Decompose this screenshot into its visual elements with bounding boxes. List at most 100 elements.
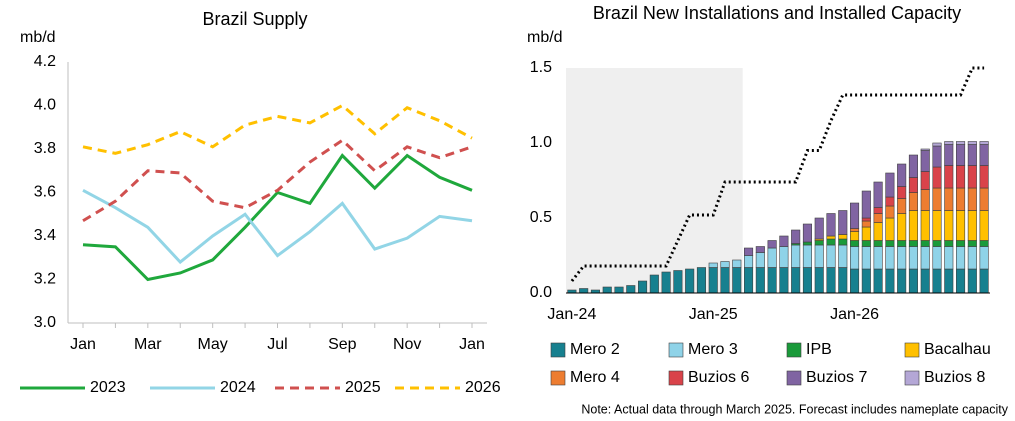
- bar-segment: [814, 244, 824, 268]
- x-tick-label: Jan-24: [547, 306, 596, 323]
- bar-segment: [744, 255, 754, 268]
- bar-segment: [779, 246, 789, 268]
- bar-segment: [956, 144, 966, 166]
- bar-segment: [791, 267, 801, 294]
- legend-label: 2024: [220, 379, 256, 396]
- bar-segment: [944, 144, 954, 166]
- bar-segment: [873, 246, 883, 270]
- bar-segment: [850, 228, 860, 232]
- bar-segment: [932, 187, 942, 211]
- legend-label: Mero 2: [570, 341, 620, 358]
- bar-segment: [838, 210, 848, 235]
- x-tick-label: Jan-26: [830, 306, 879, 323]
- legend-label: Buzios 7: [806, 369, 867, 386]
- bar-segment: [767, 267, 777, 294]
- bar-segment: [944, 187, 954, 211]
- line-series: [82, 103, 473, 155]
- bar-segment: [850, 268, 860, 294]
- bar-segment: [802, 244, 812, 268]
- bar-segment: [979, 141, 989, 145]
- bar-segment: [732, 259, 742, 268]
- bar-segment: [908, 246, 918, 270]
- bar-segment: [873, 207, 883, 214]
- bar-segment: [802, 241, 812, 246]
- bar-segment: [744, 267, 754, 294]
- bar-segment: [944, 141, 954, 145]
- y-tick-label: 3.8: [34, 140, 56, 157]
- bar-segment: [850, 231, 860, 241]
- legend-label: Mero 4: [570, 369, 620, 386]
- y-tick-label: 3.6: [34, 184, 56, 201]
- bar-segment: [920, 189, 930, 211]
- bar-segment: [908, 268, 918, 294]
- bar-segment: [885, 172, 895, 198]
- capacity-line: [570, 66, 985, 282]
- legend-swatch: [550, 370, 566, 386]
- bar-segment: [579, 288, 589, 294]
- bar-segment: [802, 267, 812, 294]
- bar-segment: [861, 190, 871, 219]
- legend-swatch: [904, 342, 920, 358]
- bar-segment: [897, 240, 907, 247]
- bar-segment: [649, 274, 659, 294]
- bar-segment: [826, 244, 836, 268]
- bar-segment: [685, 268, 695, 294]
- bar-segment: [885, 268, 895, 294]
- bar-segment: [861, 246, 871, 270]
- legend-label: Bacalhau: [924, 341, 991, 358]
- bar-segment: [838, 238, 848, 246]
- bar-segment: [802, 223, 812, 243]
- bar-segment: [944, 240, 954, 247]
- bar-segment: [602, 286, 612, 294]
- bar-segment: [755, 246, 765, 253]
- bar-segment: [885, 196, 895, 207]
- bar-segment: [967, 210, 977, 241]
- bar-segment: [897, 268, 907, 294]
- bar-segment: [791, 244, 801, 268]
- chart-title: Brazil New Installations and Installed C…: [592, 3, 962, 23]
- bar-segment: [932, 210, 942, 241]
- bar-segment: [885, 246, 895, 270]
- bar-segment: [885, 217, 895, 241]
- bar-segment: [838, 267, 848, 294]
- bar-segment: [850, 202, 860, 229]
- legend-swatch: [786, 370, 802, 386]
- bar-segment: [920, 268, 930, 294]
- y-axis-label: mb/d: [527, 29, 563, 46]
- y-tick-label: 3.4: [34, 227, 56, 244]
- y-tick-label: 3.0: [34, 314, 56, 331]
- actual-shade: [566, 68, 743, 293]
- y-axis-label: mb/d: [20, 29, 56, 46]
- bar-segment: [861, 226, 871, 241]
- bar-segment: [956, 165, 966, 189]
- bar-segment: [638, 280, 648, 294]
- bar-segment: [708, 267, 718, 294]
- legend-label: 2026: [465, 379, 501, 396]
- legend-swatch: [668, 342, 684, 358]
- bar-segment: [767, 240, 777, 249]
- bar-segment: [826, 235, 836, 240]
- bar-segment: [967, 187, 977, 211]
- legend-label: Buzios 6: [688, 369, 749, 386]
- bar-segment: [814, 267, 824, 294]
- bar-segment: [791, 229, 801, 244]
- bar-segment: [932, 166, 942, 189]
- x-tick-label: Sep: [328, 336, 357, 353]
- bar-segment: [967, 240, 977, 247]
- bar-segment: [885, 240, 895, 247]
- bar-segment: [956, 141, 966, 145]
- bar-segment: [861, 217, 871, 222]
- bar-segment: [850, 246, 860, 270]
- bar-segment: [944, 165, 954, 189]
- bar-segment: [920, 171, 930, 190]
- bar-segment: [814, 217, 824, 240]
- bar-segment: [897, 213, 907, 241]
- bar-segment: [826, 267, 836, 294]
- bar-segment: [720, 261, 730, 268]
- bar-segment: [967, 165, 977, 189]
- bar-segment: [873, 181, 883, 208]
- bar-segment: [779, 267, 789, 294]
- bar-segment: [755, 267, 765, 294]
- bar-segment: [932, 142, 942, 147]
